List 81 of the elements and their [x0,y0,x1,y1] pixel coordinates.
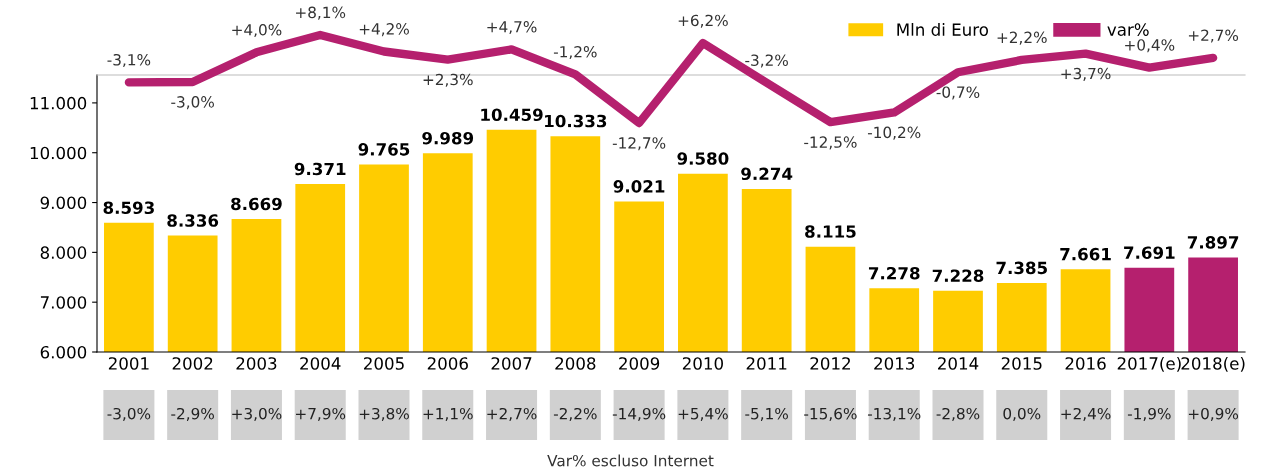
x-tick-label: 2010 [682,357,723,370]
text: +0,9% [1188,407,1239,421]
data-label: -0,7% [936,86,980,100]
y-tick-label: 11.000 [30,96,87,110]
data-label: +2,7% [1188,29,1239,43]
data-label: 7.278 [868,266,920,280]
x-tick-label: 2008 [555,357,596,370]
data-label: 10.333 [545,114,607,128]
x-tick-label: 2017(e) [1117,356,1181,372]
data-label: +3,7% [1061,67,1111,81]
text: +2,4% [1061,407,1111,421]
x-tick-label: 2007 [491,357,532,370]
y-tick-label: 6.000 [40,345,87,359]
data-label: 7.691 [1124,246,1175,259]
text: -2,8% [936,407,980,421]
data-label: -10,2% [867,126,921,140]
text: -2,2% [553,407,597,421]
x-tick-label: 2004 [300,357,341,370]
y-tick-label: 10.000 [30,146,87,160]
text: -2,9% [171,407,214,421]
text: -5,1% [745,407,788,421]
data-label: -3,0% [171,96,214,110]
y-tick-label: 9.000 [40,196,87,210]
data-label: +2,2% [997,31,1047,45]
text: Var% escluso Internet [547,454,714,467]
data-label: 8.115 [805,225,856,238]
data-label: +2,3% [423,73,473,87]
data-label: 9.580 [677,152,729,165]
data-label: +8,1% [296,6,346,20]
data-label: -3,1% [107,53,151,68]
text: +1,1% [423,407,473,421]
x-tick-label: 2011 [746,357,787,370]
data-label: 10.459 [481,108,543,122]
x-tick-label: 2001 [108,357,149,370]
x-tick-label: 2015 [1001,357,1042,370]
x-tick-label: 2005 [364,357,404,370]
text: -15,6% [804,407,857,421]
data-label: -12,7% [612,137,666,151]
text: -3,0% [107,407,151,421]
x-tick-label: 2003 [236,357,277,370]
data-label: 7.661 [1060,247,1111,261]
data-label: -1,2% [553,45,597,60]
data-label: +4,2% [359,23,409,37]
x-tick-label: 2014 [938,357,979,370]
y-tick-label: 7.000 [40,296,87,309]
x-tick-label: 2018(e) [1181,356,1245,372]
data-label: +4,7% [487,20,537,35]
data-label: 9.274 [741,167,793,181]
data-label: 9.765 [358,143,410,156]
text: -14,9% [612,407,666,421]
data-label: -12,5% [804,136,857,150]
data-label: +0,4% [1125,39,1175,53]
x-tick-label: 2006 [427,357,468,370]
data-label: 9.989 [422,131,474,145]
x-tick-label: 2009 [619,357,660,370]
data-label: 7.228 [932,269,984,283]
text: -1,9% [1127,407,1171,421]
data-label: 9.021 [613,180,665,193]
y-tick-label: 8.000 [40,246,87,259]
x-tick-label: 2013 [874,357,915,370]
text: -13,1% [867,407,921,421]
data-label: 9.371 [294,162,346,176]
data-label: 7.897 [1187,236,1239,249]
text: 0,0% [1003,407,1041,421]
data-label: +4,0% [232,23,282,38]
x-tick-label: 2002 [172,357,213,370]
data-label: -3,2% [745,54,788,68]
text: +2,7% [487,407,537,421]
text: +7,9% [296,407,346,421]
legend-label: Mln di Euro [897,23,989,36]
data-label: 7.385 [996,261,1047,275]
x-tick-label: 2016 [1065,357,1106,370]
legend-label: var% [1107,23,1149,36]
data-label: +6,2% [678,14,728,28]
x-tick-label: 2012 [810,357,850,370]
text: +3,0% [232,407,282,421]
text: +3,8% [359,407,409,421]
data-label: 8.593 [103,201,154,215]
data-label: 8.336 [167,214,219,227]
data-label: 8.669 [231,197,282,211]
text: +5,4% [678,407,728,421]
